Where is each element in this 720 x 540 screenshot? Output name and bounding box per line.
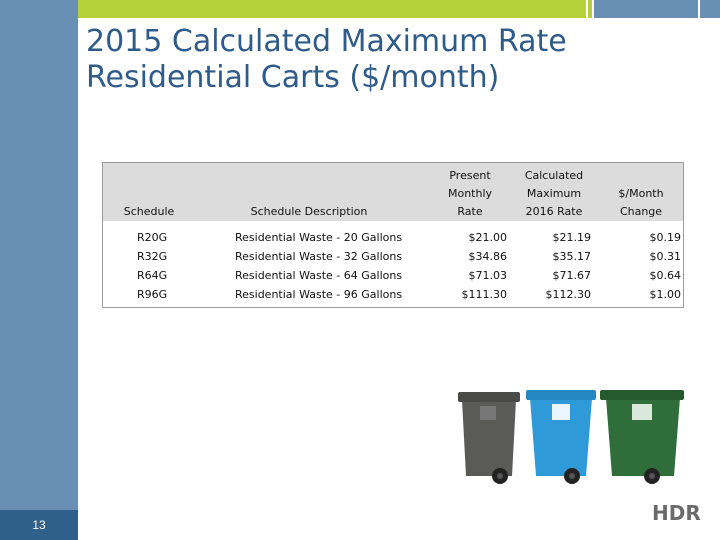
- top-blue-strip-small: [700, 0, 720, 18]
- header-calculated-rate: Calculated Maximum 2016 Rate: [524, 169, 584, 218]
- gray-cart-image: [458, 392, 520, 484]
- cell-present: $21.00: [468, 231, 508, 244]
- cell-calculated: $21.19: [552, 231, 592, 244]
- green-cart-image: [600, 390, 684, 484]
- title-line-1: 2015 Calculated Maximum Rate: [86, 24, 567, 59]
- header-present-rate: Present Monthly Rate: [447, 169, 493, 218]
- cell-change: $0.64: [649, 269, 682, 282]
- rate-table: Schedule Schedule Description Present Mo…: [102, 162, 684, 308]
- cell-schedule: R32G: [137, 250, 168, 263]
- top-blue-strip: [594, 0, 698, 18]
- cell-calculated: $71.67: [552, 269, 592, 282]
- cell-calculated: $35.17: [552, 250, 592, 263]
- header-change: $/Month Change: [618, 187, 664, 218]
- cell-change: $0.19: [649, 231, 682, 244]
- top-green-strip-small: [588, 0, 592, 18]
- cell-present: $71.03: [468, 269, 508, 282]
- blue-cart-image: [526, 390, 596, 484]
- cell-schedule: R96G: [137, 288, 168, 301]
- page-number: 13: [32, 518, 46, 532]
- cell-change: $1.00: [649, 288, 682, 301]
- header-description: Schedule Description: [250, 205, 368, 218]
- hdr-logo: HDR: [652, 501, 701, 524]
- cell-change: $0.31: [649, 250, 682, 263]
- logo-text: HDR: [652, 501, 701, 524]
- header-schedule: Schedule: [123, 205, 175, 218]
- page-number-box: [0, 510, 78, 540]
- table-row: R32G Residential Waste - 32 Gallons $34.…: [103, 248, 683, 266]
- cell-present: $111.30: [461, 288, 508, 301]
- left-accent-bar: [0, 0, 78, 540]
- table-row: R64G Residential Waste - 64 Gallons $71.…: [103, 267, 683, 285]
- title-line-2: Residential Carts ($/month): [86, 60, 500, 95]
- top-green-strip: [78, 0, 586, 18]
- slide-title: 2015 Calculated Maximum Rate Residential…: [86, 24, 567, 96]
- cell-present: $34.86: [468, 250, 508, 263]
- table-row: R20G Residential Waste - 20 Gallons $21.…: [103, 229, 683, 247]
- table-header: Schedule Schedule Description Present Mo…: [103, 163, 683, 221]
- cell-schedule: R64G: [137, 269, 168, 282]
- cell-description: Residential Waste - 20 Gallons: [235, 231, 403, 244]
- cell-schedule: R20G: [137, 231, 168, 244]
- cell-description: Residential Waste - 96 Gallons: [235, 288, 403, 301]
- table-row: R96G Residential Waste - 96 Gallons $111…: [103, 286, 683, 304]
- cell-description: Residential Waste - 64 Gallons: [235, 269, 403, 282]
- cell-calculated: $112.30: [545, 288, 592, 301]
- cell-description: Residential Waste - 32 Gallons: [235, 250, 403, 263]
